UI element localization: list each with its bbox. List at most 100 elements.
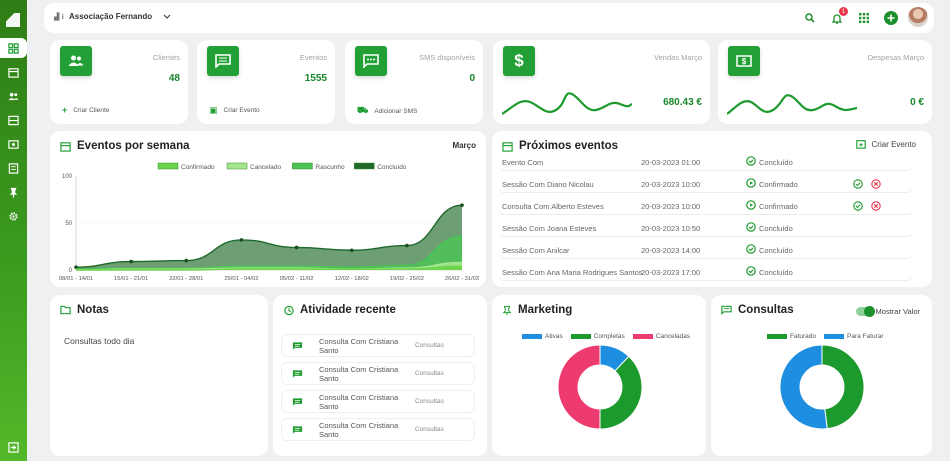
- data-point[interactable]: [294, 245, 299, 250]
- calendar-icon: [60, 141, 71, 152]
- data-point[interactable]: [349, 248, 354, 253]
- activity-item[interactable]: Consulta Com Cristiana Santo Consultas: [281, 390, 475, 413]
- notification-badge: 1: [839, 7, 848, 16]
- notes-title-wrap: Notas: [60, 304, 109, 316]
- data-point[interactable]: [129, 259, 133, 264]
- legend-item[interactable]: Cancelado: [226, 162, 281, 171]
- confirm-event-icon[interactable]: [853, 201, 863, 213]
- legend-item[interactable]: Concluído: [353, 162, 407, 171]
- note-text[interactable]: Consultas todo dia: [64, 336, 135, 346]
- event-row[interactable]: Sessão Com Ana Maria Rodrigues Santos 20-…: [498, 263, 913, 281]
- consultations-slice-para-faturar[interactable]: [779, 344, 828, 430]
- expenses-sparkline: [727, 94, 857, 115]
- event-row[interactable]: Sessão Com Joana Esteves 20-03-2023 10:50…: [498, 219, 913, 237]
- legend-item[interactable]: Canceladas: [632, 333, 690, 340]
- notifications-button[interactable]: 1: [830, 7, 848, 25]
- activity-tag: Consultas: [415, 370, 444, 377]
- data-point[interactable]: [405, 243, 409, 248]
- legend-label: Confirmado: [181, 164, 215, 171]
- legend-item[interactable]: Para Faturar: [824, 333, 884, 340]
- legend-swatch: [353, 162, 375, 170]
- activity-text: Consulta Com Cristiana Santo: [319, 337, 399, 355]
- recent-activity-card: Atividade recente Consulta Com Cristiana…: [273, 295, 487, 456]
- data-point[interactable]: [184, 258, 189, 263]
- consultations-card: Consultas Mostrar Valor Faturado Para Fa…: [711, 295, 932, 456]
- sidebar-item-dashboard[interactable]: [0, 38, 27, 58]
- y-tick-label: 0: [69, 268, 73, 274]
- stat-label: SMS disponíveis: [419, 53, 475, 62]
- create-event-link[interactable]: Criar Evento: [855, 139, 916, 149]
- event-status: Concluído: [759, 158, 793, 167]
- legend-item[interactable]: Rascunho: [292, 162, 345, 171]
- top-bar: ▟ ⁝ Associação Fernando 1: [44, 3, 934, 33]
- consultations-slice-faturado[interactable]: [821, 344, 865, 430]
- stat-label: Clientes: [152, 53, 180, 62]
- event-date: 20-03-2023 01:00: [641, 158, 701, 167]
- organization-selector[interactable]: ▟ ⁝ Associação Fernando: [54, 12, 171, 21]
- users-icon: [60, 46, 92, 76]
- sidebar-item-logout[interactable]: [0, 437, 27, 457]
- cart-icon: ⛟: [357, 105, 369, 115]
- dashboard-icon: [8, 42, 19, 54]
- event-date: 20-03-2023 14:00: [641, 246, 701, 255]
- cash-icon: $: [728, 46, 760, 76]
- search-button[interactable]: [803, 11, 817, 25]
- sidebar-item-calendar[interactable]: [0, 62, 27, 82]
- data-point[interactable]: [239, 238, 244, 242]
- create-client-button[interactable]: + Criar Cliente: [62, 105, 109, 115]
- sidebar-item-clients[interactable]: [0, 86, 27, 106]
- consultations-legend: Faturado Para Faturar: [767, 333, 884, 340]
- activity-text: Consulta Com Cristiana Santo: [319, 393, 399, 411]
- legend-label: Cancelado: [250, 164, 281, 171]
- event-name: Sessão Com Diano Nicolau: [502, 180, 594, 189]
- activity-text: Consulta Com Cristiana Santo: [319, 365, 399, 383]
- stat-card-expenses: $ Despesas Março 0 €: [718, 40, 932, 124]
- add-button[interactable]: [884, 11, 898, 25]
- data-point[interactable]: [460, 203, 464, 207]
- marketing-slice-canceladas[interactable]: [557, 344, 601, 430]
- avatar[interactable]: [908, 7, 928, 27]
- data-point[interactable]: [74, 265, 78, 269]
- event-row[interactable]: Evento Com 20-03-2023 01:00 Concluído: [498, 153, 913, 171]
- activity-item[interactable]: Consulta Com Cristiana Santo Consultas: [281, 362, 475, 385]
- folder-icon: [60, 305, 71, 315]
- sidebar: [0, 0, 27, 461]
- stat-value: 0: [469, 73, 475, 84]
- legend-item[interactable]: Completas: [570, 333, 625, 340]
- sidebar-item-marketing[interactable]: [0, 182, 27, 202]
- month-selector[interactable]: Março: [452, 141, 476, 150]
- sidebar-item-reports[interactable]: [0, 158, 27, 178]
- sidebar-item-billing[interactable]: [0, 134, 27, 154]
- organization-name: Associação Fernando: [69, 12, 153, 21]
- stat-card-clients: Clientes 48 + Criar Cliente: [50, 40, 188, 124]
- sidebar-item-list[interactable]: [0, 110, 27, 130]
- recent-activity-title: Atividade recente: [300, 304, 396, 316]
- pin-icon: [502, 305, 512, 315]
- cancel-event-icon[interactable]: [871, 179, 881, 191]
- activity-item[interactable]: Consulta Com Cristiana Santo Consultas: [281, 418, 475, 441]
- activity-tag: Consultas: [415, 398, 444, 405]
- activity-item[interactable]: Consulta Com Cristiana Santo Consultas: [281, 334, 475, 357]
- add-sms-button[interactable]: ⛟ Adicionar SMS: [357, 105, 417, 117]
- plus-icon: +: [62, 105, 68, 115]
- stat-card-sms: SMS disponíveis 0 ⛟ Adicionar SMS: [345, 40, 483, 124]
- event-row[interactable]: Sessão Com Anilcar 20-03-2023 14:00 Conclu…: [498, 241, 913, 259]
- event-row[interactable]: Sessão Com Diano Nicolau 20-03-2023 10:00…: [498, 175, 913, 193]
- apps-button[interactable]: [857, 11, 871, 25]
- legend-item[interactable]: Faturado: [767, 333, 816, 340]
- confirm-event-icon[interactable]: [853, 179, 863, 191]
- marketing-slice-completas[interactable]: [599, 355, 643, 430]
- legend-item[interactable]: Ativas: [522, 333, 563, 340]
- show-value-toggle[interactable]: [856, 306, 875, 317]
- cancel-event-icon[interactable]: [871, 201, 881, 213]
- add-sms-label: Adicionar SMS: [374, 107, 418, 115]
- legend-swatch: [157, 162, 179, 170]
- create-event-button[interactable]: ▣ Criar Evento: [209, 105, 260, 116]
- legend-label: Concluído: [377, 164, 407, 171]
- legend-item[interactable]: Confirmado: [157, 162, 215, 171]
- logout-icon: [8, 441, 19, 453]
- event-row[interactable]: Consulta Com Alberto Esteves 20-03-2023 1…: [498, 197, 913, 215]
- notes-card: Notas Consultas todo dia: [50, 295, 268, 456]
- sidebar-item-settings[interactable]: [0, 206, 27, 226]
- check-circle-icon: [746, 244, 756, 256]
